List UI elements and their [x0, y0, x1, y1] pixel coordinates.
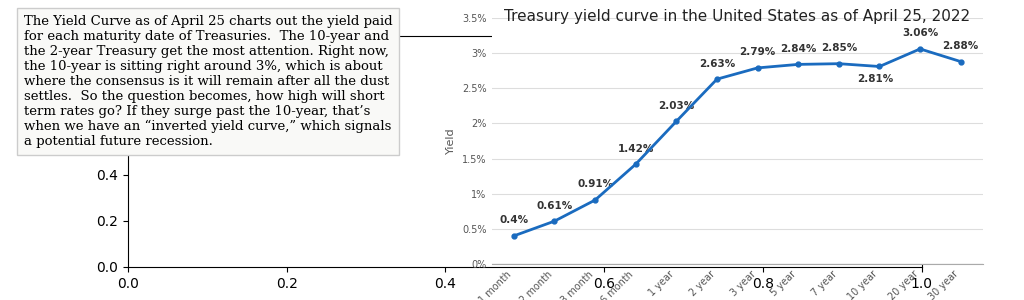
Text: 0.4%: 0.4% [500, 215, 528, 225]
Text: 2.84%: 2.84% [780, 44, 816, 54]
Text: Treasury yield curve in the United States as of April 25, 2022: Treasury yield curve in the United State… [504, 9, 971, 24]
Text: 3.06%: 3.06% [902, 28, 938, 38]
Text: 0.61%: 0.61% [537, 201, 572, 211]
Text: 2.81%: 2.81% [857, 74, 894, 84]
Text: 2.79%: 2.79% [739, 47, 776, 57]
Text: 2.88%: 2.88% [942, 41, 979, 51]
Text: 0.91%: 0.91% [578, 179, 613, 190]
Text: 1.42%: 1.42% [617, 144, 654, 154]
Text: The Yield Curve as of April 25 charts out the yield paid
for each maturity date : The Yield Curve as of April 25 charts ou… [25, 15, 392, 148]
Y-axis label: Yield: Yield [446, 128, 457, 154]
Text: 2.03%: 2.03% [658, 101, 694, 111]
Text: 2.85%: 2.85% [820, 43, 857, 53]
Text: 2.63%: 2.63% [698, 58, 735, 69]
